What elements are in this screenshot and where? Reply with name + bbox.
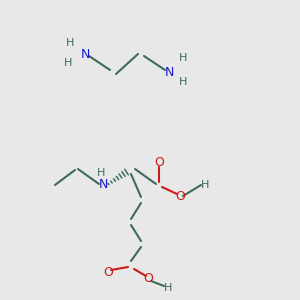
Text: N: N: [98, 178, 108, 191]
Text: H: H: [164, 283, 172, 293]
Text: H: H: [64, 58, 72, 68]
Text: N: N: [164, 65, 174, 79]
Text: H: H: [97, 168, 105, 178]
Text: O: O: [103, 266, 113, 278]
Text: O: O: [154, 157, 164, 169]
Text: O: O: [143, 272, 153, 284]
Text: N: N: [80, 49, 90, 62]
Text: H: H: [179, 77, 187, 87]
Text: H: H: [66, 38, 74, 48]
Text: H: H: [201, 180, 209, 190]
Text: O: O: [175, 190, 185, 202]
Text: H: H: [179, 53, 187, 63]
